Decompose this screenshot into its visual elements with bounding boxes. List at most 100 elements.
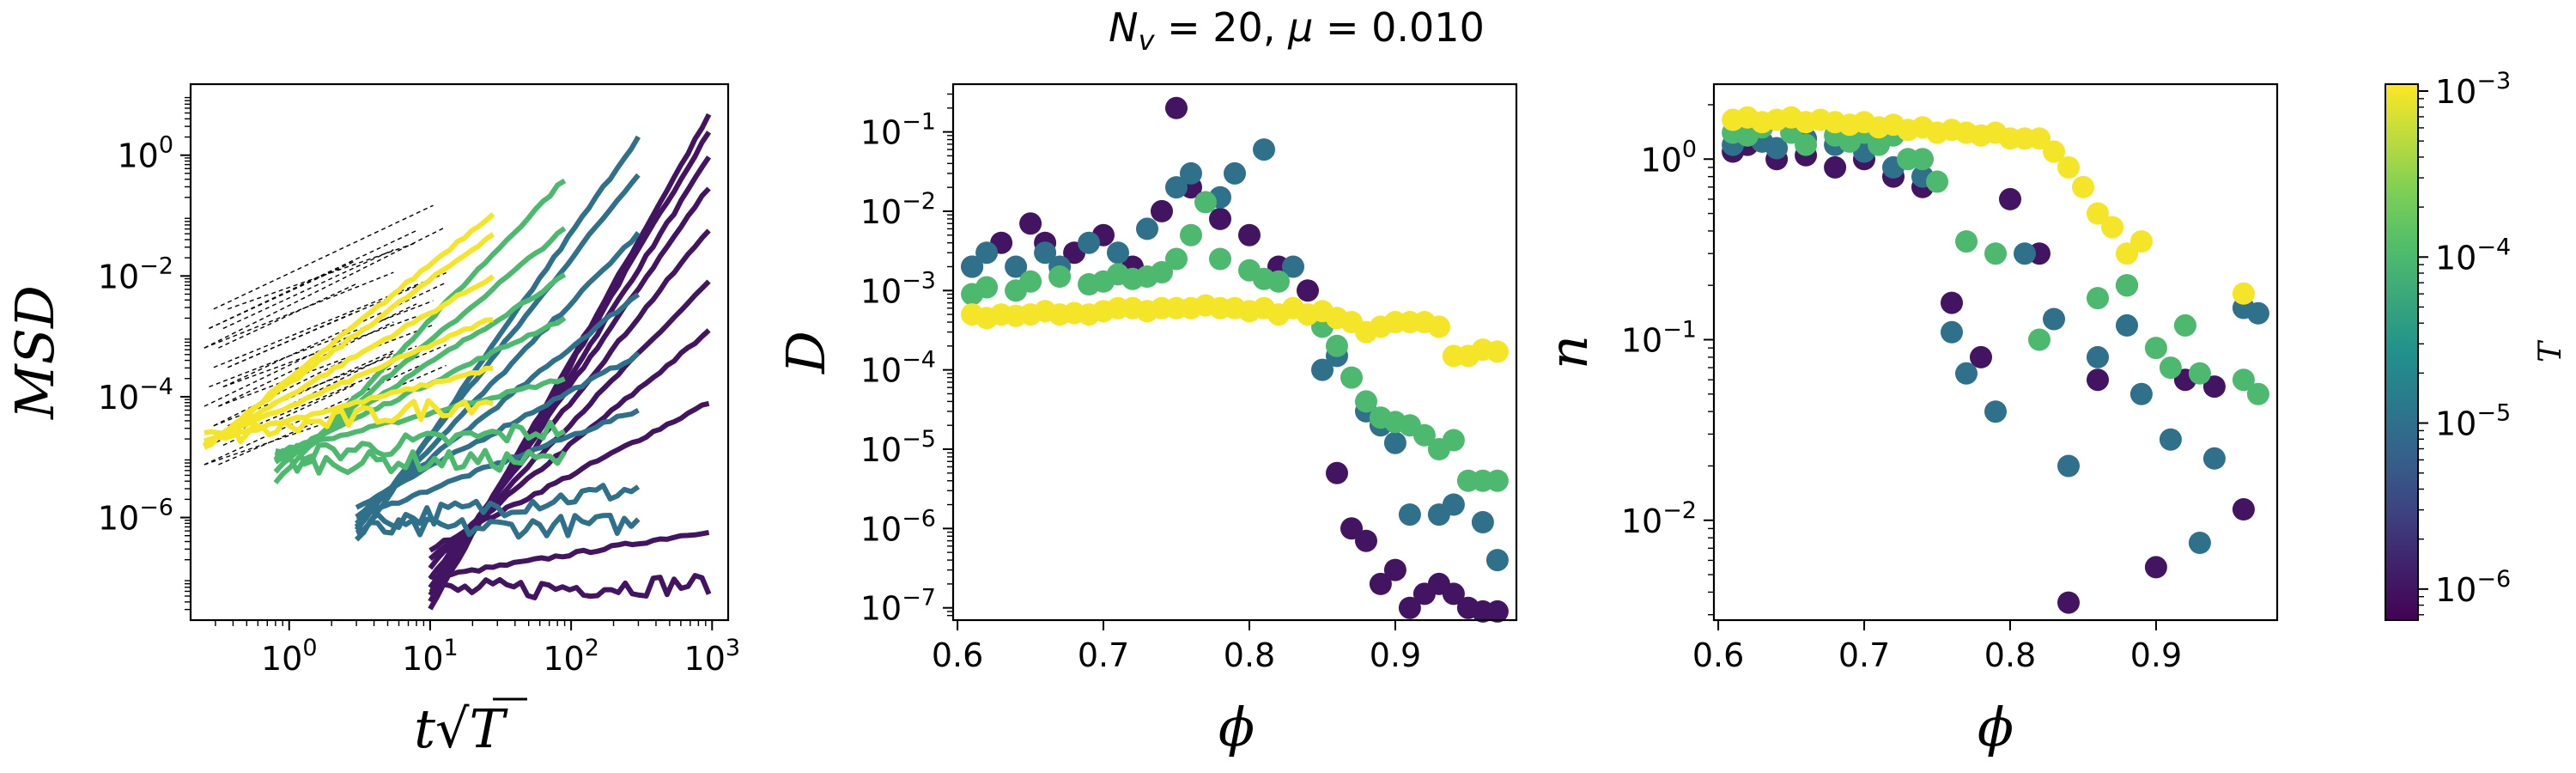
data-point	[2043, 140, 2065, 163]
x-tick-label: 0.9	[1370, 636, 1421, 674]
y-tick-label: 10−4	[98, 374, 173, 417]
x-tick-label-base: 10	[684, 640, 726, 678]
plot-frame	[951, 82, 1518, 622]
colorbar: 10−310−410−510−6T	[2385, 68, 2568, 621]
data-point	[1413, 423, 1436, 447]
x-tick-label: 0.8	[1224, 636, 1275, 674]
data-point	[1340, 517, 1363, 540]
title-var: N	[1109, 4, 1138, 51]
data-point	[1369, 572, 1392, 595]
data-point	[2129, 382, 2153, 405]
data-point	[2057, 454, 2080, 478]
msd-series-line	[274, 447, 568, 476]
data-point	[1442, 429, 1465, 452]
y-tick-label: 10−2	[860, 188, 936, 231]
data-point	[2072, 175, 2094, 198]
y-tick-label: 100	[1640, 136, 1697, 179]
x-tick-label: 0.6	[1692, 636, 1744, 674]
plot-frame	[189, 82, 730, 622]
data-point	[1209, 207, 1231, 230]
data-point	[1238, 223, 1261, 247]
scatter-points	[961, 96, 1509, 623]
data-point	[1209, 247, 1231, 271]
x-tick-label-exp: 0	[302, 635, 317, 661]
y-tick-label-base: 10	[860, 193, 902, 231]
data-point	[2173, 313, 2196, 337]
colorbar-tick-label-exp: −6	[2476, 566, 2511, 593]
y-axis-label: n	[1537, 335, 1600, 369]
colorbar-tick-label-base: 10	[2435, 405, 2476, 443]
data-point	[1151, 261, 1173, 283]
x-tick-label: 103	[684, 635, 741, 678]
y-tick-label-exp: −3	[902, 267, 936, 294]
msd-fit-line	[213, 271, 447, 368]
data-point	[2246, 301, 2269, 325]
msd-series-line	[355, 231, 641, 526]
msd-fit-line	[209, 259, 357, 330]
colorbar-tick-label-base: 10	[2435, 73, 2476, 111]
y-tick-label-base: 10	[860, 510, 902, 548]
data-point	[1383, 431, 1406, 454]
y-tick-label: 10−1	[1621, 317, 1697, 360]
data-point	[1019, 270, 1042, 293]
y-tick-label-exp: 0	[159, 132, 173, 159]
y-tick-label-base: 10	[1621, 502, 1662, 540]
colorbar-tick-label: 10−5	[2435, 400, 2511, 443]
data-point	[1941, 320, 1963, 344]
data-point	[1282, 255, 1304, 278]
data-point	[2028, 328, 2050, 351]
data-point	[2188, 532, 2211, 554]
data-point	[1340, 366, 1363, 389]
data-point	[1824, 155, 1847, 179]
msd-fit-line	[204, 226, 447, 349]
x-tick-label-base: 10	[261, 640, 302, 678]
data-point	[1005, 255, 1028, 278]
data-point	[2202, 447, 2226, 470]
data-point	[1926, 170, 1948, 193]
y-tick-label: 10−4	[860, 347, 936, 390]
data-point	[1224, 161, 1246, 185]
y-tick-label-exp: −2	[1662, 497, 1697, 524]
y-tick-label-exp: −2	[902, 188, 936, 215]
data-point	[2116, 274, 2138, 297]
x-tick-label-exp: 1	[444, 635, 459, 661]
colorbar-tick-label-base: 10	[2435, 239, 2476, 277]
data-point	[1485, 600, 1509, 623]
x-tick-label: 0.7	[1838, 636, 1890, 674]
y-tick-label-exp: −6	[139, 495, 173, 521]
data-point	[1984, 242, 2007, 265]
msd-fit-line	[228, 278, 434, 368]
data-point	[1955, 230, 1978, 253]
data-point	[975, 276, 999, 299]
title-mu: μ	[1287, 4, 1313, 51]
data-point	[1165, 96, 1188, 119]
data-point	[1253, 138, 1275, 161]
msd-series-line	[203, 232, 495, 448]
y-tick-label: 100	[117, 132, 173, 175]
data-point	[1048, 265, 1072, 288]
data-point	[2232, 368, 2255, 392]
data-point	[1485, 340, 1509, 363]
data-point	[1485, 549, 1509, 572]
data-point	[1485, 469, 1509, 492]
msd-series-line	[204, 317, 494, 445]
x-tick-label: 0.6	[932, 636, 983, 674]
x-tick-label-base: 10	[543, 640, 584, 678]
msd-series-line	[203, 274, 495, 447]
x-tick-label: 0.7	[1078, 636, 1129, 674]
data-point	[2057, 591, 2080, 614]
data-point	[1151, 199, 1173, 222]
colorbar-label: T	[2533, 339, 2568, 362]
y-tick-label-base: 10	[1640, 141, 1681, 179]
colorbar-tick-label: 10−4	[2435, 234, 2511, 277]
data-point	[2101, 216, 2123, 239]
y-tick-label-base: 10	[860, 431, 902, 469]
data-point	[2087, 368, 2109, 392]
data-point	[2246, 382, 2269, 405]
data-point	[1795, 133, 1818, 156]
msd-fit-line	[209, 300, 434, 388]
colorbar-strip	[2385, 83, 2419, 621]
data-point	[2087, 287, 2109, 310]
msd-fit-line	[213, 204, 434, 310]
